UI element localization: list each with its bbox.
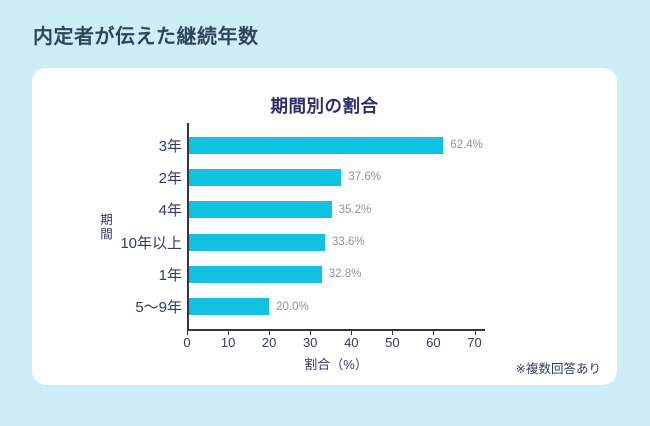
x-tick-mark	[310, 330, 312, 335]
category-label: 2年	[158, 169, 182, 187]
value-label: 32.8%	[328, 268, 362, 281]
x-tick-mark	[228, 330, 230, 335]
bar	[187, 201, 332, 219]
bar-chart: 3年 62.4% 2年 37.6% 4年 35.2% 10年以上 33.6% 1年 32.8% 5〜…	[32, 123, 617, 372]
x-tick-mark	[392, 330, 394, 335]
chart-title: 期間別の割合	[270, 96, 379, 116]
footnote: ※複数回答あり	[515, 362, 601, 376]
category-label: 3年	[158, 137, 182, 155]
x-tick-mark	[187, 330, 188, 335]
bar-row: 2年 37.6%	[32, 161, 617, 193]
x-tick-label: 40	[344, 335, 359, 350]
x-axis-line	[187, 329, 485, 331]
bar-row: 4年 35.2%	[32, 194, 617, 226]
bar-row: 10年以上 33.6%	[32, 226, 617, 258]
bar-row: 1年 32.8%	[32, 258, 617, 290]
x-tick-label: 50	[385, 335, 400, 350]
x-axis-label: 割合（%）	[304, 357, 368, 372]
x-tick-mark	[433, 330, 435, 335]
x-tick-label: 70	[467, 335, 482, 350]
bar-row: 3年 62.4%	[32, 129, 617, 161]
y-axis-line	[187, 123, 189, 330]
x-tick-label: 10	[220, 335, 236, 350]
value-label: 62.4%	[450, 139, 483, 152]
category-label: 1年	[158, 266, 182, 284]
bar	[187, 168, 342, 186]
bar-row: 5〜9年 20.0%	[32, 291, 617, 323]
value-label: 33.6%	[332, 236, 365, 249]
bar	[187, 136, 444, 154]
x-tick-label: 0	[183, 335, 191, 350]
x-tick-mark	[269, 330, 271, 335]
x-tick-label: 30	[302, 335, 318, 350]
y-axis-label: 期間	[98, 213, 112, 242]
category-label: 4年	[158, 202, 182, 220]
bar	[187, 233, 325, 251]
bar	[187, 265, 322, 283]
bar	[187, 298, 270, 316]
x-tick-mark	[351, 330, 353, 335]
value-label: 20.0%	[276, 300, 309, 313]
value-label: 37.6%	[348, 171, 381, 184]
category-label: 10年以上	[120, 234, 182, 252]
category-label: 5〜9年	[135, 299, 182, 317]
x-tick-label: 60	[426, 335, 441, 350]
x-tick-label: 20	[261, 335, 277, 350]
page-title: 内定者が伝えた継続年数	[33, 26, 259, 48]
value-label: 35.2%	[338, 203, 372, 216]
chart-card: 期間別の割合 3年 62.4% 2年 37.6% 4年 35.2% 10年以上 33.6% 1年…	[32, 68, 617, 385]
bar-rows: 3年 62.4% 2年 37.6% 4年 35.2% 10年以上 33.6% 1年 32.8% 5〜…	[32, 123, 617, 329]
x-tick-mark	[474, 330, 476, 335]
